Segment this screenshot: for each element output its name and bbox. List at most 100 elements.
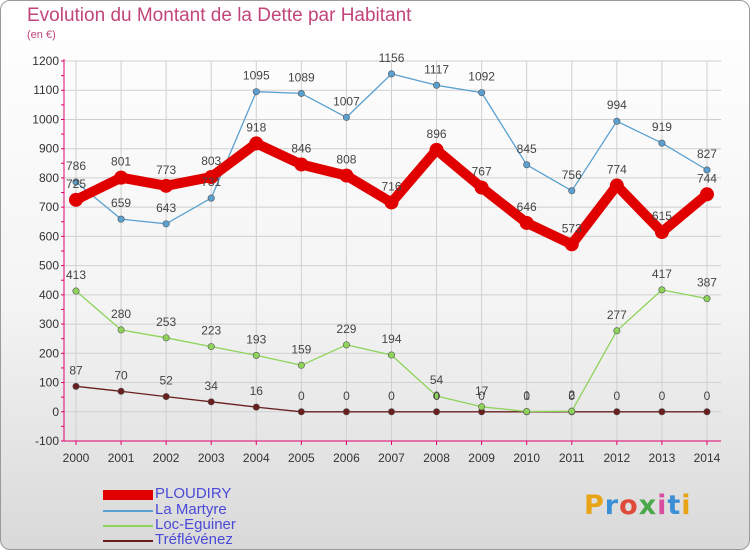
data-label-loc-eguiner: 280 — [111, 307, 131, 321]
data-label-treflevenez: 52 — [159, 374, 173, 388]
data-label-loc-eguiner: 417 — [652, 267, 672, 281]
data-label-treflevenez: 0 — [478, 389, 485, 403]
data-label-loc-eguiner: 159 — [291, 342, 311, 356]
data-point-loc-eguiner — [252, 351, 260, 359]
x-tick-label: 2005 — [288, 451, 315, 465]
data-point-la-martyre — [478, 89, 486, 97]
data-point-ploudiry — [609, 178, 624, 193]
x-tick-label: 2009 — [468, 451, 495, 465]
data-label-la-martyre: 845 — [517, 142, 537, 156]
data-point-loc-eguiner — [568, 407, 576, 415]
data-label-treflevenez: 87 — [69, 363, 83, 377]
legend-swatch-treflevenez — [103, 540, 153, 542]
data-point-loc-eguiner — [433, 392, 441, 400]
data-label-treflevenez: 16 — [250, 384, 264, 398]
data-label-loc-eguiner: 277 — [607, 308, 627, 322]
data-point-ploudiry — [204, 170, 219, 185]
x-tick-label: 2003 — [198, 451, 225, 465]
data-label-la-martyre: 919 — [652, 120, 672, 134]
data-point-treflevenez — [297, 408, 305, 416]
data-label-la-martyre: 786 — [66, 159, 86, 173]
data-point-loc-eguiner — [703, 295, 711, 303]
data-point-treflevenez — [117, 387, 125, 395]
data-label-la-martyre: 643 — [156, 201, 176, 215]
data-label-loc-eguiner: 194 — [381, 332, 401, 346]
proxiti-logo: Proxiti — [584, 490, 692, 521]
data-label-treflevenez: 0 — [298, 389, 305, 403]
y-tick-label: 100 — [39, 376, 59, 390]
chart-subtitle: (en €) — [27, 29, 56, 41]
data-label-loc-eguiner: 413 — [66, 268, 86, 282]
data-label-la-martyre: 731 — [201, 175, 221, 189]
data-label-loc-eguiner: 193 — [246, 332, 266, 346]
data-label-la-martyre: 827 — [697, 147, 717, 161]
x-tick-label: 2000 — [63, 451, 90, 465]
data-point-treflevenez — [433, 408, 441, 416]
x-tick-label: 2011 — [559, 451, 585, 465]
data-point-loc-eguiner — [117, 326, 125, 334]
data-point-ploudiry — [699, 187, 714, 202]
data-point-loc-eguiner — [387, 351, 395, 359]
y-tick-label: 1200 — [32, 54, 59, 68]
x-tick-label: 2013 — [649, 451, 676, 465]
data-point-loc-eguiner — [297, 361, 305, 369]
x-tick-label: 2001 — [108, 451, 135, 465]
data-point-la-martyre — [523, 161, 531, 169]
data-point-ploudiry — [384, 195, 399, 210]
data-point-ploudiry — [519, 215, 534, 230]
data-point-la-martyre — [433, 81, 441, 89]
y-tick-label: 500 — [39, 259, 59, 273]
data-point-loc-eguiner — [162, 334, 170, 342]
data-point-ploudiry — [339, 168, 354, 183]
data-label-loc-eguiner: 1 — [523, 388, 530, 402]
data-point-la-martyre — [72, 178, 80, 186]
data-label-la-martyre: 1089 — [288, 70, 315, 84]
data-label-loc-eguiner: 2 — [568, 388, 575, 402]
legend-label-la-martyre: La Martyre — [155, 501, 227, 518]
data-point-treflevenez — [207, 398, 215, 406]
data-label-la-martyre: 994 — [607, 98, 627, 112]
x-tick-label: 2010 — [513, 451, 540, 465]
x-tick-label: 2008 — [423, 451, 450, 465]
y-tick-label: 600 — [39, 229, 59, 243]
y-tick-label: 200 — [39, 346, 59, 360]
y-tick-label: -100 — [35, 434, 59, 448]
x-tick-label: 2006 — [333, 451, 360, 465]
x-tick-label: 2014 — [694, 451, 721, 465]
data-point-loc-eguiner — [342, 341, 350, 349]
data-label-ploudiry: 773 — [156, 163, 176, 177]
legend-swatch-la-martyre — [103, 510, 153, 512]
data-label-ploudiry: 896 — [427, 127, 447, 141]
legend-swatch-loc-eguiner — [103, 525, 153, 527]
x-tick-label: 2004 — [243, 451, 270, 465]
y-tick-label: 1000 — [32, 112, 59, 126]
data-label-loc-eguiner: 17 — [475, 384, 489, 398]
data-label-treflevenez: 0 — [343, 389, 350, 403]
data-label-ploudiry: 774 — [607, 163, 627, 177]
data-label-treflevenez: 70 — [114, 368, 128, 382]
data-point-treflevenez — [342, 408, 350, 416]
data-point-la-martyre — [613, 117, 621, 125]
legend-label-treflevenez: Tréflévénez — [155, 531, 233, 548]
data-label-la-martyre: 659 — [111, 196, 131, 210]
data-point-treflevenez — [613, 408, 621, 416]
y-tick-label: 0 — [52, 405, 59, 419]
data-point-treflevenez — [703, 408, 711, 416]
data-label-ploudiry: 646 — [517, 200, 537, 214]
data-label-treflevenez: 0 — [433, 389, 440, 403]
data-label-ploudiry: 744 — [697, 171, 717, 185]
data-point-treflevenez — [162, 393, 170, 401]
data-point-la-martyre — [252, 88, 260, 96]
data-label-loc-eguiner: 223 — [201, 324, 221, 338]
data-point-la-martyre — [703, 166, 711, 174]
x-tick-label: 2007 — [378, 451, 405, 465]
y-tick-label: 300 — [39, 317, 59, 331]
data-label-treflevenez: 0 — [388, 389, 395, 403]
data-label-ploudiry: 846 — [291, 141, 311, 155]
data-label-ploudiry: 767 — [472, 165, 492, 179]
data-point-loc-eguiner — [613, 327, 621, 335]
y-tick-label: 400 — [39, 288, 59, 302]
data-label-loc-eguiner: 229 — [336, 322, 356, 336]
